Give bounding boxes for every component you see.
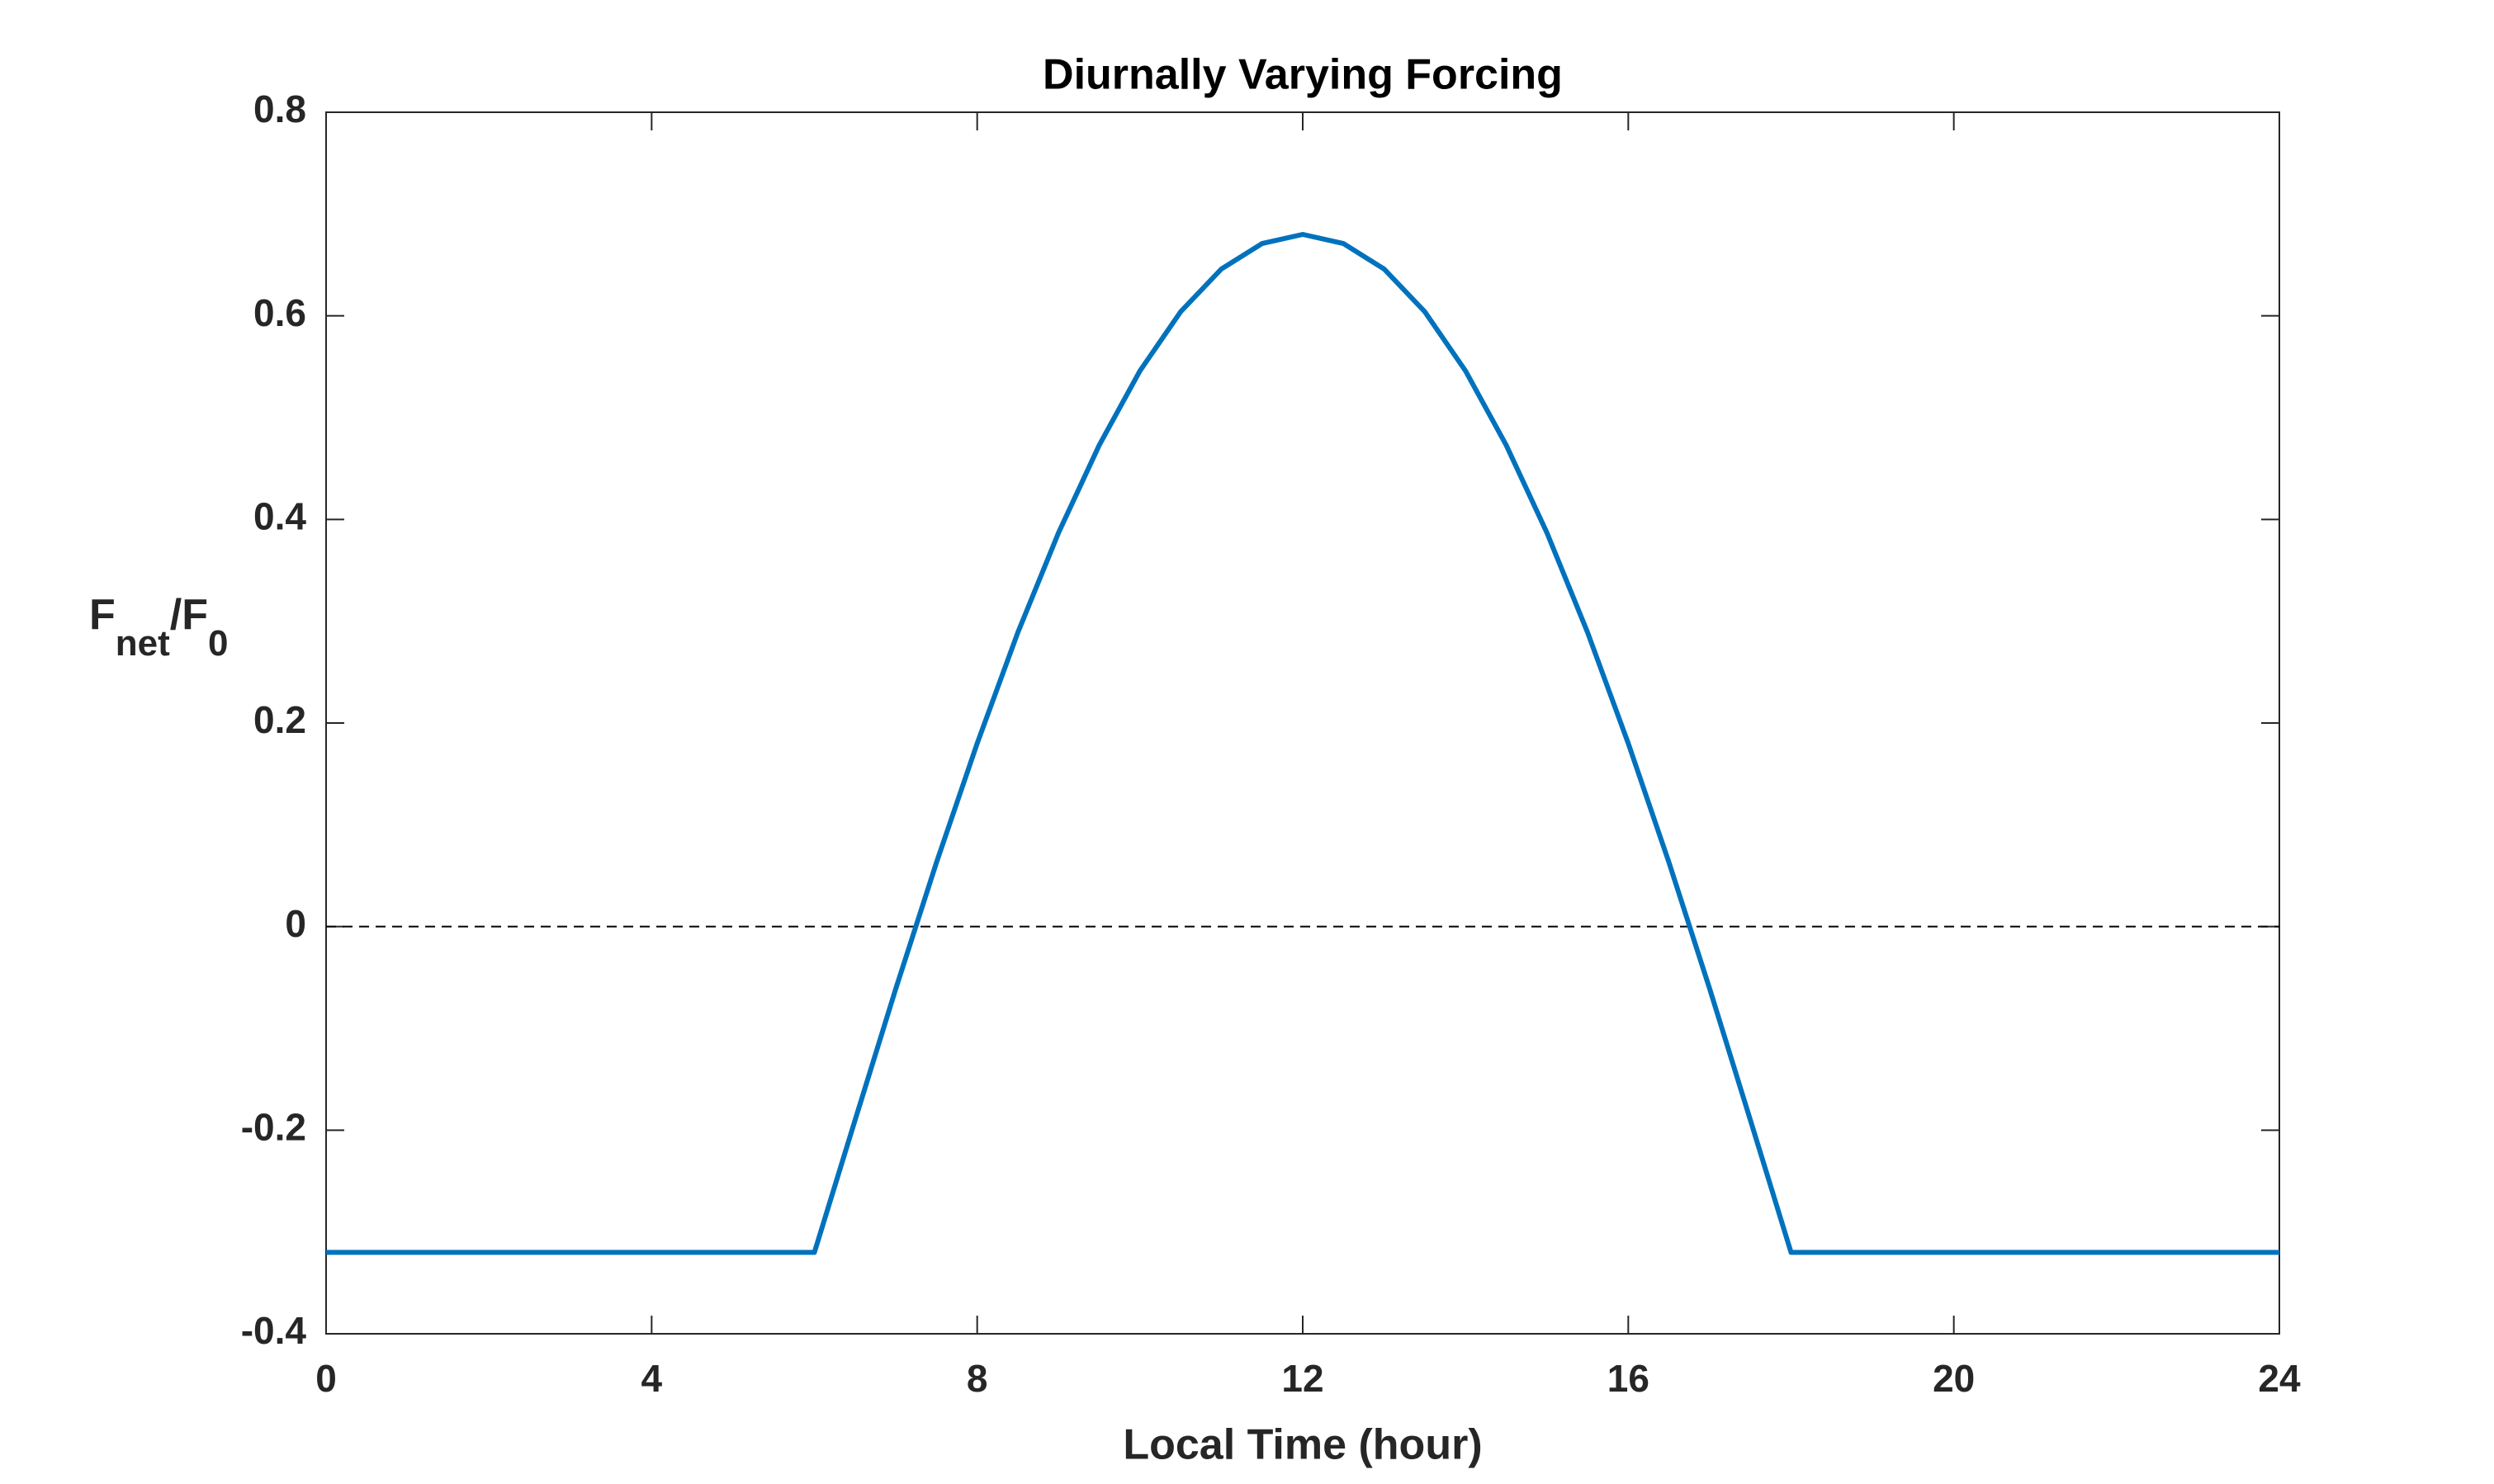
data-line (326, 232, 2279, 1255)
y-tick-label: 0 (285, 902, 306, 945)
x-tick-label: 20 (1933, 1357, 1975, 1400)
x-tick-label: 0 (315, 1357, 337, 1400)
y-label-part: /F (170, 591, 208, 639)
x-tick-label: 24 (2258, 1357, 2301, 1400)
y-label-part: F (89, 591, 116, 639)
y-tick-label: -0.2 (241, 1105, 306, 1148)
y-tick-label: 0.6 (253, 291, 306, 334)
x-tick-label: 8 (967, 1357, 988, 1400)
chart-title: Diurnally Varying Forcing (1043, 51, 1563, 99)
y-tick-label: 0.8 (253, 87, 306, 130)
x-tick-label: 16 (1607, 1357, 1649, 1400)
y-tick-label: 0.4 (253, 494, 306, 537)
y-tick-label: -0.4 (241, 1309, 307, 1352)
y-tick-label: 0.2 (253, 698, 306, 741)
x-tick-label: 4 (641, 1357, 663, 1400)
x-tick-label: 12 (1281, 1357, 1323, 1400)
plot-frame (325, 111, 2280, 1335)
x-axis-label: Local Time (hour) (1123, 1421, 1482, 1469)
y-axis-label: Fnet/F0 (89, 591, 228, 664)
y-label-sub: 0 (208, 623, 228, 664)
y-label-sub: net (116, 623, 170, 664)
